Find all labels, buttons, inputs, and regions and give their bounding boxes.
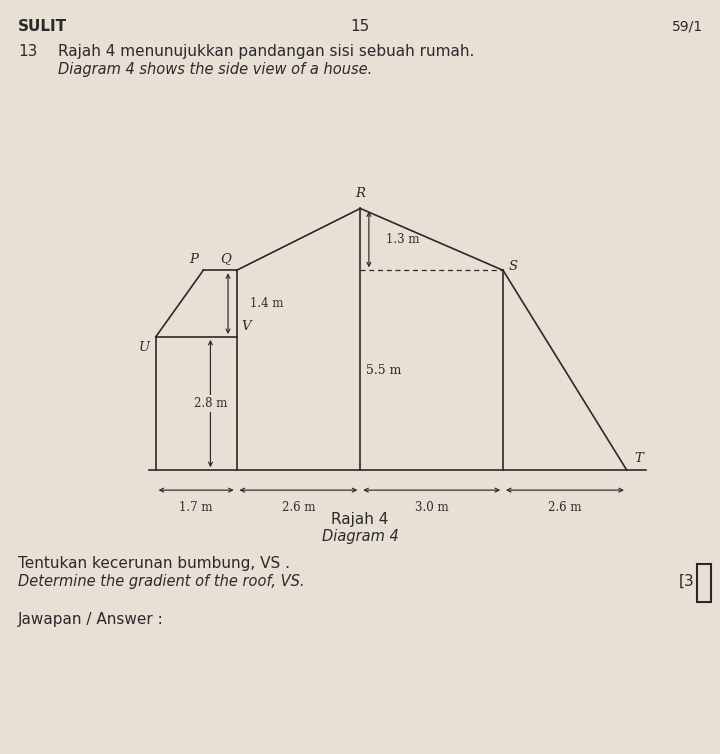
Text: 1.4 m: 1.4 m — [250, 297, 284, 310]
Text: Diagram 4: Diagram 4 — [322, 529, 398, 544]
Text: SULIT: SULIT — [18, 19, 67, 34]
Text: 5.5 m: 5.5 m — [366, 363, 402, 377]
Text: 1.3 m: 1.3 m — [387, 233, 420, 246]
Text: Q: Q — [220, 253, 231, 265]
Text: 1.7 m: 1.7 m — [179, 501, 213, 513]
Bar — [697, 564, 711, 602]
Text: U: U — [138, 341, 150, 354]
Text: R: R — [355, 187, 365, 200]
Text: 15: 15 — [351, 19, 369, 34]
Text: Rajah 4: Rajah 4 — [331, 512, 389, 527]
Text: Tentukan kecerunan bumbung, VS .: Tentukan kecerunan bumbung, VS . — [18, 556, 290, 571]
Text: 2.6 m: 2.6 m — [282, 501, 315, 513]
Text: Rajah 4 menunujukkan pandangan sisi sebuah rumah.: Rajah 4 menunujukkan pandangan sisi sebu… — [58, 44, 474, 59]
Text: 13: 13 — [18, 44, 37, 59]
Text: Determine the gradient of the roof, VS.: Determine the gradient of the roof, VS. — [18, 574, 305, 589]
Text: Diagram 4 shows the side view of a house.: Diagram 4 shows the side view of a house… — [58, 62, 372, 77]
Text: V: V — [241, 320, 251, 333]
Text: 2.6 m: 2.6 m — [548, 501, 582, 513]
Text: T: T — [634, 452, 643, 465]
Text: 59/1: 59/1 — [672, 19, 703, 33]
Text: 3.0 m: 3.0 m — [415, 501, 449, 513]
Text: P: P — [189, 253, 199, 265]
Text: S: S — [509, 260, 518, 273]
Text: [3: [3 — [678, 574, 694, 589]
Text: 2.8 m: 2.8 m — [194, 397, 227, 410]
Text: Jawapan / Answer :: Jawapan / Answer : — [18, 612, 163, 627]
